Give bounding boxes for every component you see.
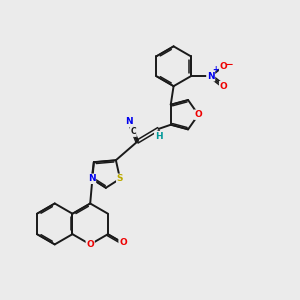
Text: H: H xyxy=(155,131,162,140)
Text: N: N xyxy=(88,174,95,183)
Text: O: O xyxy=(119,238,127,247)
Text: O: O xyxy=(220,62,227,71)
Text: O: O xyxy=(86,240,94,249)
Text: +: + xyxy=(212,65,219,74)
Text: C: C xyxy=(130,127,136,136)
Text: O: O xyxy=(194,110,202,119)
Text: N: N xyxy=(207,72,214,81)
Text: S: S xyxy=(117,174,123,183)
Text: O: O xyxy=(220,82,227,91)
Text: N: N xyxy=(125,117,133,126)
Text: −: − xyxy=(225,60,232,69)
